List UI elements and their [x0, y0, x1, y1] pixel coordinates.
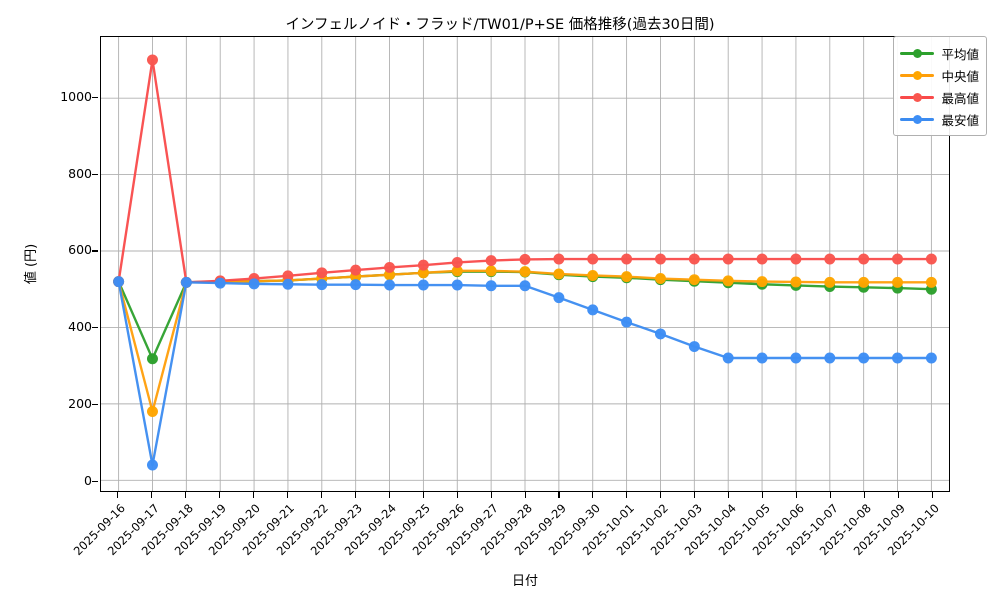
- x-tick-mark: [354, 492, 356, 498]
- y-tick-label: 800: [68, 165, 92, 181]
- x-tick-mark: [592, 492, 594, 498]
- x-tick-mark: [252, 492, 255, 498]
- x-axis-label: 日付: [511, 574, 538, 589]
- x-tick-mark: [456, 492, 458, 498]
- x-tick-mark: [286, 492, 288, 498]
- legend-item-0[interactable]: 平均値: [900, 42, 979, 64]
- x-tick-mark: [762, 492, 764, 498]
- legend-line-swatch: [900, 113, 935, 125]
- x-tick-mark: [388, 492, 390, 498]
- x-tick-mark: [931, 492, 933, 498]
- y-tick-mark: [92, 96, 98, 98]
- plot-area: [100, 36, 950, 492]
- y-tick-mark: [92, 403, 98, 406]
- legend-line-swatch: [900, 69, 935, 81]
- y-tick-label: 200: [68, 395, 92, 411]
- legend-item-3[interactable]: 最安値: [900, 108, 979, 130]
- y-axis-tick-labels: 0 200 400 600 800 1000: [40, 0, 98, 600]
- y-tick-mark: [92, 173, 98, 175]
- x-tick-mark: [863, 492, 866, 498]
- x-tick-mark: [422, 492, 424, 498]
- x-tick-mark: [796, 492, 798, 498]
- legend-label: 中央値: [941, 68, 979, 84]
- x-tick-mark: [117, 492, 119, 498]
- plot-canvas: [101, 37, 949, 491]
- legend-item-2[interactable]: 最高値: [900, 86, 979, 108]
- legend-line-swatch: [900, 91, 935, 103]
- y-tick-mark: [92, 480, 98, 482]
- chart-title: インフェルノイド・フラッド/TW01/P+SE 価格推移(過去30日間): [285, 17, 715, 33]
- series-3: [113, 276, 937, 471]
- legend-label: 最安値: [941, 112, 979, 128]
- y-tick-label: 600: [68, 242, 92, 258]
- x-tick-mark: [660, 492, 662, 498]
- x-tick-mark: [490, 492, 492, 498]
- y-tick-label: 0: [84, 472, 92, 488]
- legend-label: 平均値: [941, 46, 979, 62]
- x-tick-mark: [320, 492, 322, 498]
- x-tick-mark: [558, 492, 560, 498]
- x-tick-mark: [626, 492, 628, 498]
- y-tick-label: 1000: [60, 88, 92, 104]
- x-tick-mark: [830, 492, 832, 498]
- legend-line-swatch: [900, 47, 935, 59]
- y-tick-mark: [92, 250, 98, 252]
- legend-label: 最高値: [941, 90, 979, 106]
- x-tick-mark: [185, 492, 187, 498]
- legend-item-1[interactable]: 中央値: [900, 64, 979, 86]
- y-tick-label: 400: [68, 319, 92, 335]
- x-tick-mark: [218, 492, 221, 498]
- y-tick-mark: [92, 327, 98, 329]
- x-tick-mark: [694, 492, 696, 498]
- x-tick-mark: [524, 492, 526, 498]
- chart-legend: 平均値中央値最高値最安値: [893, 36, 987, 136]
- x-tick-mark: [728, 492, 730, 498]
- x-tick-mark: [151, 492, 153, 498]
- x-tick-mark: [897, 492, 899, 498]
